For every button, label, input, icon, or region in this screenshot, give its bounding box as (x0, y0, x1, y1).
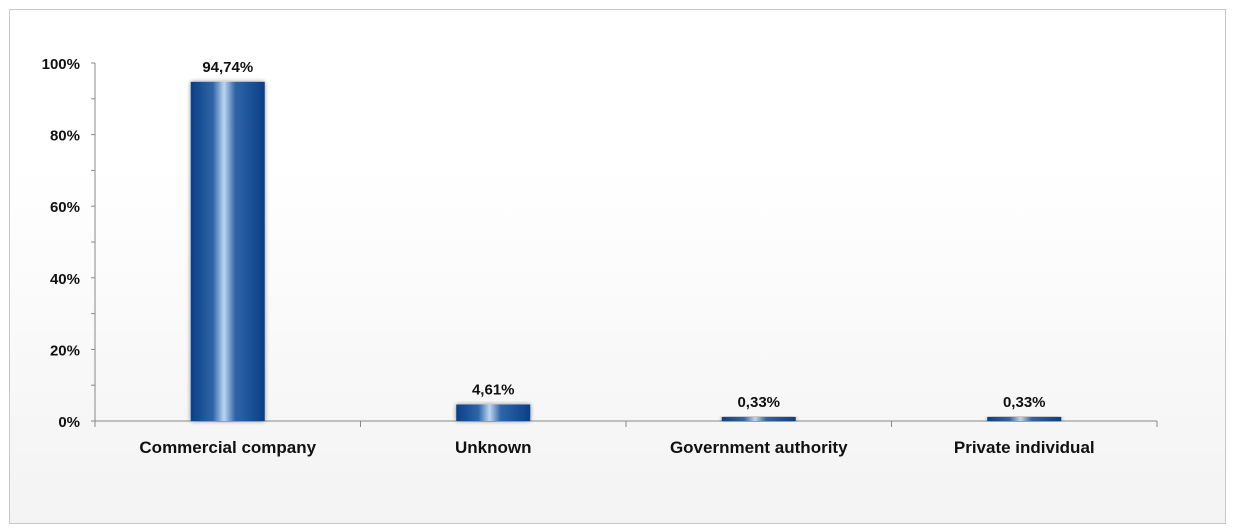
y-tick-label: 20% (50, 342, 80, 359)
y-tick-label: 80% (50, 128, 80, 145)
axes (91, 62, 1158, 427)
bar (987, 417, 1062, 421)
y-tick-label: 40% (50, 271, 80, 288)
bars (190, 81, 1062, 421)
data-label: 0,33% (1003, 394, 1046, 411)
y-tick-label: 100% (42, 56, 80, 73)
x-category-label: Unknown (455, 438, 532, 457)
x-category-label: Private individual (954, 438, 1095, 457)
data-label: 0,33% (737, 394, 780, 411)
data-label: 94,74% (202, 59, 253, 76)
x-category-label: Commercial company (139, 438, 316, 457)
labels: 0% 20% 40% 60% 80% 100% 94,74% Commercial compa… (42, 56, 1095, 457)
bar (721, 417, 796, 421)
y-tick-label: 0% (58, 414, 80, 431)
y-tick-label: 60% (50, 199, 80, 216)
bar (190, 81, 265, 421)
data-label: 4,61% (472, 381, 515, 398)
bar (456, 404, 531, 421)
x-category-label: Government authority (670, 438, 848, 457)
